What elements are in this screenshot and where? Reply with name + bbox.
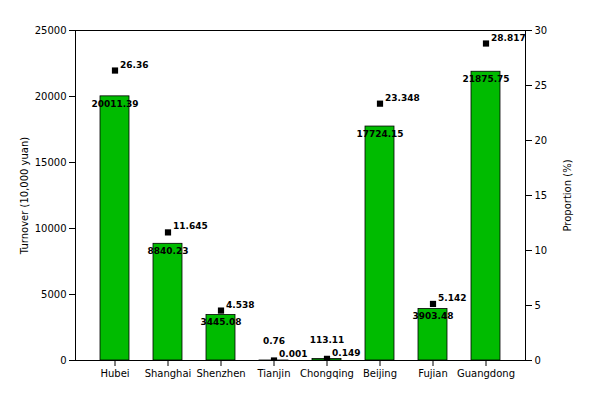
svg-text:15000: 15000 (35, 157, 67, 168)
svg-text:15: 15 (535, 190, 548, 201)
svg-text:Hubei: Hubei (100, 368, 129, 379)
svg-text:Fujian: Fujian (418, 368, 448, 379)
svg-text:10: 10 (535, 245, 548, 256)
svg-text:5000: 5000 (41, 289, 66, 300)
svg-text:Shenzhen: Shenzhen (196, 368, 245, 379)
svg-text:25000: 25000 (35, 25, 67, 36)
svg-text:0.76: 0.76 (263, 336, 285, 346)
svg-text:0.149: 0.149 (332, 348, 360, 358)
svg-text:3445.08: 3445.08 (201, 317, 242, 327)
svg-text:5: 5 (535, 300, 541, 311)
svg-text:17724.15: 17724.15 (356, 129, 403, 139)
svg-text:113.11: 113.11 (310, 335, 345, 345)
svg-text:8840.23: 8840.23 (148, 246, 189, 256)
svg-text:20011.39: 20011.39 (91, 99, 138, 109)
svg-text:5.142: 5.142 (438, 293, 466, 303)
svg-text:Tianjin: Tianjin (257, 368, 291, 379)
svg-text:3903.48: 3903.48 (413, 311, 454, 321)
svg-text:Shanghai: Shanghai (145, 368, 192, 379)
svg-text:30: 30 (535, 25, 548, 36)
svg-text:0: 0 (535, 355, 541, 366)
svg-text:Proportion (%): Proportion (%) (562, 159, 573, 231)
svg-text:Beijing: Beijing (363, 368, 397, 379)
svg-text:20: 20 (535, 135, 548, 146)
svg-text:28.817: 28.817 (491, 33, 526, 43)
svg-text:26.36: 26.36 (120, 60, 148, 70)
svg-text:23.348: 23.348 (385, 93, 420, 103)
svg-text:4.538: 4.538 (226, 300, 254, 310)
svg-text:Chongqing: Chongqing (300, 368, 354, 379)
svg-text:0: 0 (60, 355, 66, 366)
svg-text:21875.75: 21875.75 (462, 74, 509, 84)
svg-text:Guangdong: Guangdong (457, 368, 515, 379)
svg-text:0.001: 0.001 (279, 349, 307, 359)
svg-text:10000: 10000 (35, 223, 67, 234)
svg-text:20000: 20000 (35, 91, 67, 102)
svg-text:25: 25 (535, 80, 548, 91)
svg-text:11.645: 11.645 (173, 221, 208, 231)
svg-text:Turnover (10,000 yuan): Turnover (10,000 yuan) (19, 137, 30, 255)
